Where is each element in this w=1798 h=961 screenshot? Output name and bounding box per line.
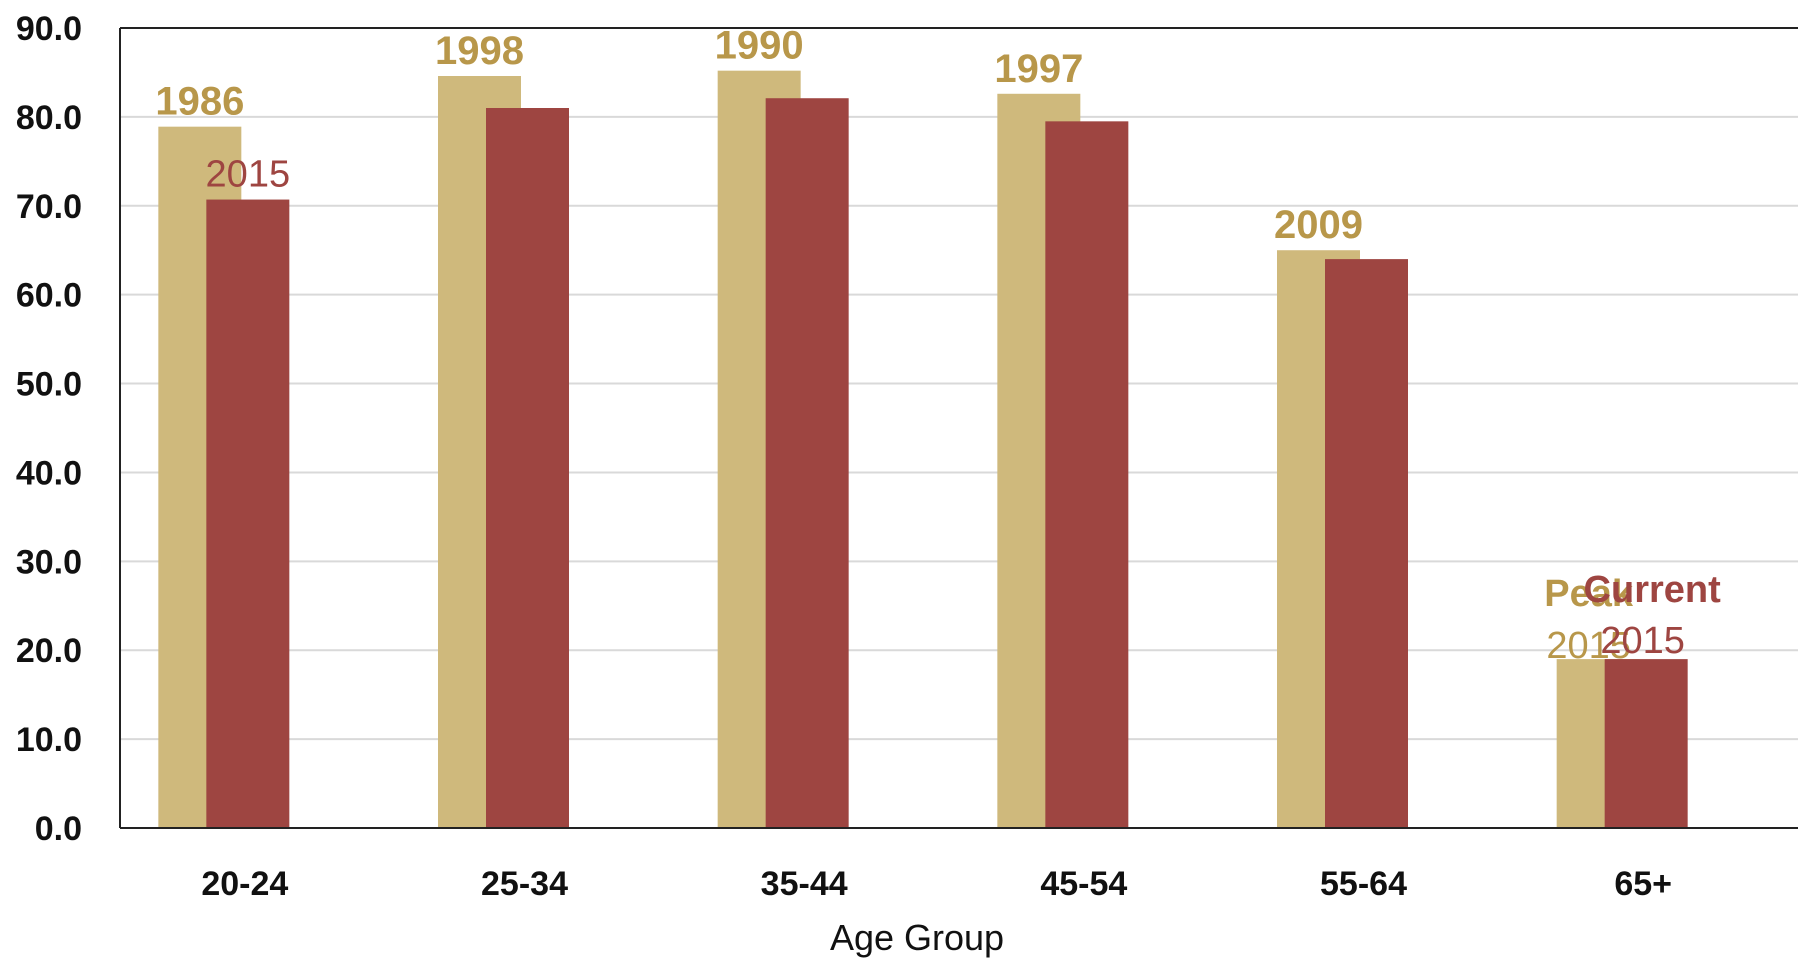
peak-year-label: 1986 xyxy=(155,80,244,124)
y-tick-label: 90.0 xyxy=(16,10,82,48)
y-tick-label: 0.0 xyxy=(35,810,82,848)
current-bar xyxy=(1045,121,1129,829)
x-tick-label: 20-24 xyxy=(201,865,288,903)
y-tick-labels: 0.0 10.0 20.0 30.0 40.0 50.0 60.0 70.0 80.0 90.0 xyxy=(16,10,82,848)
y-tick-label: 60.0 xyxy=(16,277,82,315)
y-tick-label: 50.0 xyxy=(16,366,82,404)
y-tick-label: 20.0 xyxy=(16,632,82,670)
y-tick-label: 70.0 xyxy=(16,188,82,226)
x-tick-label: 65+ xyxy=(1614,865,1672,903)
x-tick-label: 35-44 xyxy=(761,865,848,903)
gridlines xyxy=(120,115,1798,741)
current-bar xyxy=(1325,259,1408,829)
bars xyxy=(158,70,1688,829)
peak-series-name: Peak xyxy=(1544,573,1634,615)
current-bar xyxy=(1604,659,1688,828)
peak-year-label: 1998 xyxy=(435,29,524,73)
peak-year-label: 1990 xyxy=(715,24,804,68)
y-tick-label: 10.0 xyxy=(16,721,82,759)
peak-year-label: 2015 xyxy=(1546,625,1631,667)
current-bar xyxy=(486,108,569,828)
peak-year-label: 2009 xyxy=(1274,203,1363,247)
axes xyxy=(119,27,1798,829)
peak-year-label: 1997 xyxy=(994,47,1083,91)
current-year-label: 2015 xyxy=(1600,620,1685,662)
data-labels: 1986 2015 1998 1990 1997 2009 Peak 2015 Current 2… xyxy=(155,24,1721,667)
x-tick-label: 45-54 xyxy=(1040,865,1127,903)
current-year-label: 2015 xyxy=(206,154,291,196)
y-tick-label: 80.0 xyxy=(16,99,82,137)
x-tick-label: 25-34 xyxy=(481,865,568,903)
x-tick-labels: 20-24 25-34 35-44 45-54 55-64 65+ xyxy=(201,865,1672,903)
current-series-name: Current xyxy=(1584,569,1722,611)
x-tick-label: 55-64 xyxy=(1320,865,1407,903)
y-tick-label: 40.0 xyxy=(16,454,82,492)
current-bar xyxy=(206,199,290,829)
current-bar xyxy=(765,98,849,828)
x-axis-title: Age Group xyxy=(830,917,1004,958)
y-tick-label: 30.0 xyxy=(16,543,82,581)
